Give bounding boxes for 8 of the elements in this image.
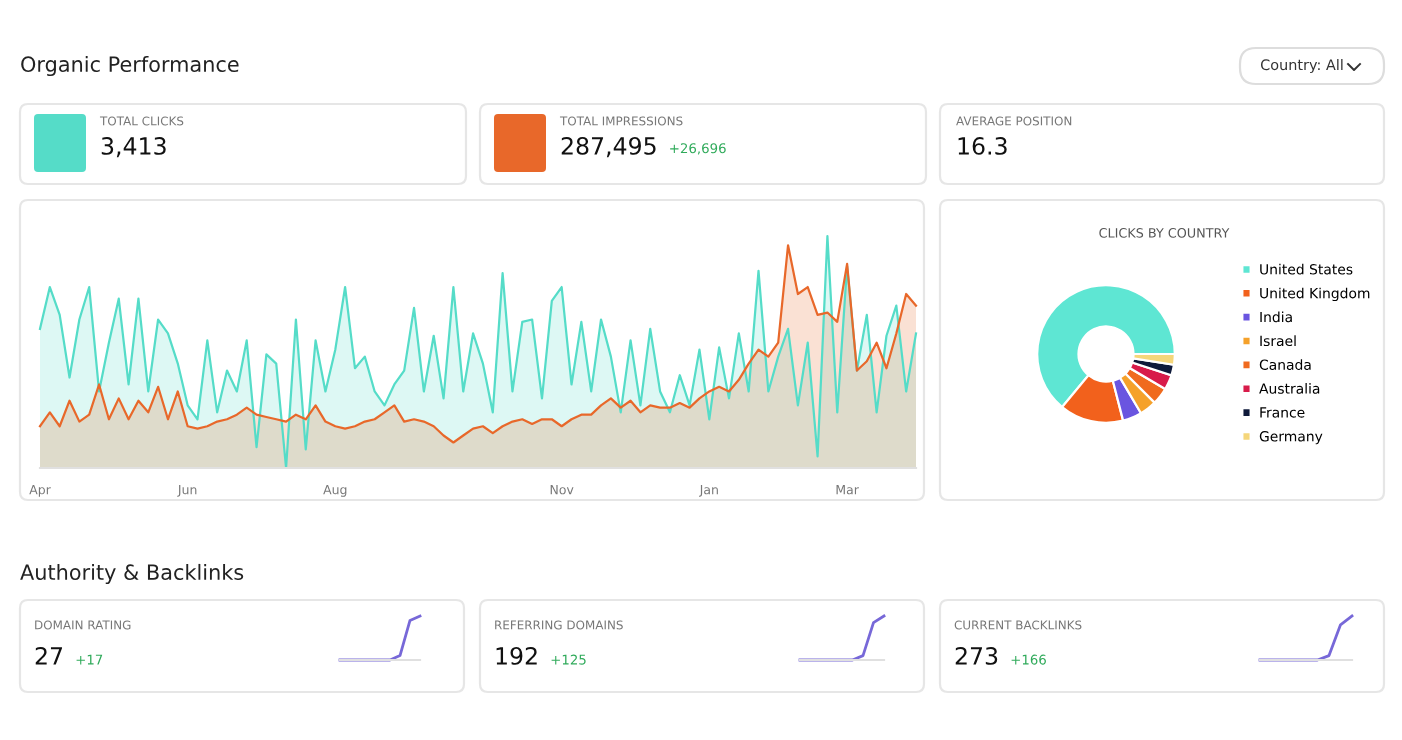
text: Authority & Backlinks [20,563,244,585]
text: 16.3 [958,136,1007,155]
text: 27 [35,646,63,665]
text: 287,495 [561,136,656,158]
text: Organic Performance [21,55,239,77]
text: 273 [955,646,998,665]
text: 3,413 [101,136,166,158]
text: 192 [496,646,537,665]
